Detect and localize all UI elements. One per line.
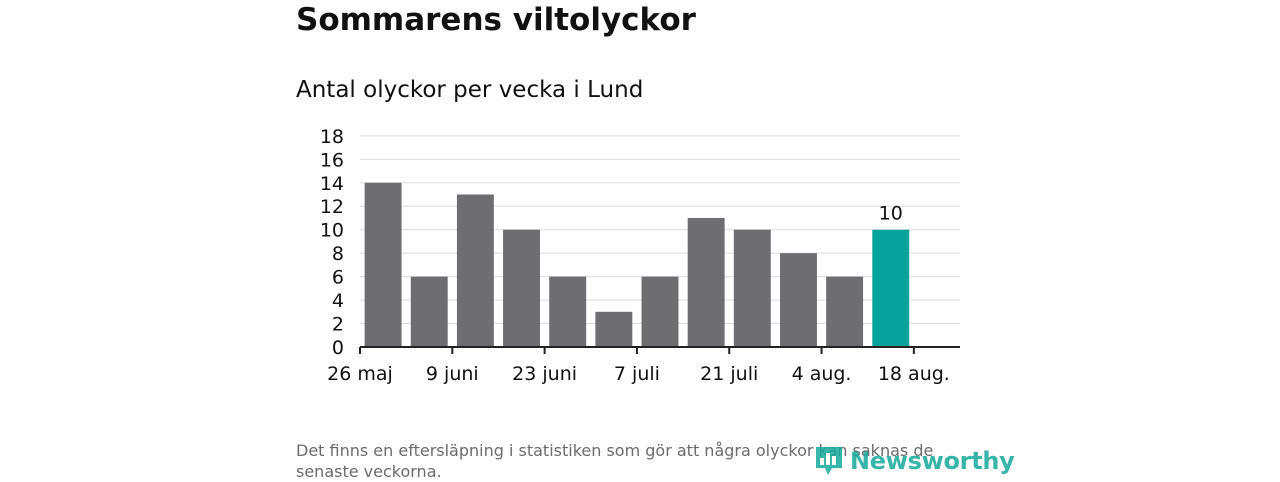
x-tick-label: 23 juni <box>512 363 577 385</box>
bar <box>641 276 679 347</box>
y-tick-label: 10 <box>320 220 344 242</box>
bar <box>595 311 633 347</box>
y-tick-label: 14 <box>320 173 344 195</box>
chart-title: Sommarens viltolyckor <box>296 2 696 38</box>
logo-text: Newsworthy <box>850 447 1015 475</box>
bar-data-label: 10 <box>879 203 903 225</box>
bar <box>687 217 725 347</box>
bar <box>826 276 864 347</box>
bar-highlight <box>872 229 910 347</box>
y-tick-label: 18 <box>320 126 344 148</box>
bar <box>364 182 402 347</box>
y-tick-label: 0 <box>332 337 344 359</box>
bar <box>410 276 448 347</box>
bar-chart-logo-icon <box>816 447 842 475</box>
y-tick-label: 4 <box>332 290 344 312</box>
y-tick-label: 16 <box>320 149 344 171</box>
bar <box>503 229 540 347</box>
x-tick-label: 7 juli <box>614 363 660 385</box>
y-tick-label: 2 <box>332 314 344 336</box>
y-tick-label: 12 <box>320 196 344 218</box>
y-tick-label: 8 <box>332 243 344 265</box>
bar <box>780 253 817 347</box>
x-tick-label: 26 maj <box>327 363 393 385</box>
bar <box>456 194 494 347</box>
bar <box>549 276 587 347</box>
x-tick-label: 18 aug. <box>878 363 950 385</box>
x-tick-label: 4 aug. <box>792 363 852 385</box>
chart-subtitle: Antal olyckor per vecka i Lund <box>296 77 644 103</box>
x-tick-label: 21 juli <box>700 363 758 385</box>
bar <box>733 229 771 347</box>
newsworthy-logo: Newsworthy <box>814 444 1015 478</box>
x-tick-label: 9 juni <box>426 363 479 385</box>
footnote: Det finns en eftersläpning i statistiken… <box>296 441 934 481</box>
y-tick-label: 6 <box>332 267 344 289</box>
